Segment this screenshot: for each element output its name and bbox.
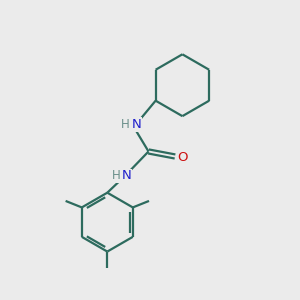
- Text: H: H: [112, 169, 121, 182]
- Text: N: N: [131, 118, 141, 131]
- Text: O: O: [177, 151, 188, 164]
- Text: H: H: [121, 118, 130, 131]
- Text: N: N: [121, 169, 131, 182]
